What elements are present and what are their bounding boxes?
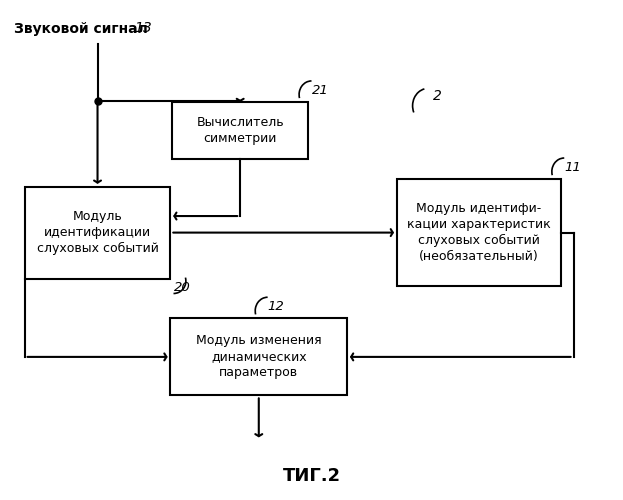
Text: 12: 12 [268, 300, 284, 314]
Bar [25, 186, 171, 278]
Text: 13: 13 [135, 20, 153, 34]
Text: Вычислитель
симметрии: Вычислитель симметрии [196, 116, 284, 145]
Text: ΤИГ.2: ΤИГ.2 [282, 467, 341, 485]
Text: 21: 21 [312, 84, 328, 97]
Text: 2: 2 [432, 90, 441, 104]
Text: Звуковой сигнал: Звуковой сигнал [14, 22, 148, 36]
Text: 11: 11 [564, 161, 581, 174]
Text: 20: 20 [173, 281, 190, 294]
Bar [172, 102, 308, 160]
Bar [171, 318, 347, 396]
Bar [397, 179, 561, 286]
Text: Модуль идентифи-
кации характеристик
слуховых событий
(необязательный): Модуль идентифи- кации характеристик слу… [407, 202, 551, 263]
Text: Модуль изменения
динамических
параметров: Модуль изменения динамических параметров [196, 334, 321, 380]
Text: Модуль
идентификации
слуховых событий: Модуль идентификации слуховых событий [37, 210, 158, 255]
